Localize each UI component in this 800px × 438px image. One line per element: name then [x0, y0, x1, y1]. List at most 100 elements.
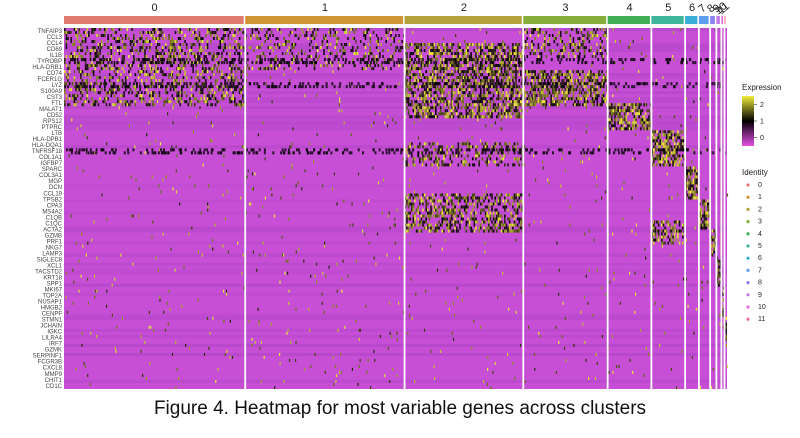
- heatmap-cell: [545, 103, 548, 107]
- heatmap-cell: [137, 76, 140, 80]
- heatmap-cell: [657, 136, 660, 140]
- heatmap-cell: [465, 103, 468, 107]
- heatmap-cell: [334, 31, 337, 35]
- heatmap-cell: [190, 88, 193, 92]
- heatmap-cell: [481, 49, 484, 53]
- heatmap-cell: [468, 112, 471, 116]
- heatmap-cell: [374, 112, 376, 116]
- heatmap-cell: [467, 196, 469, 200]
- heatmap-cell: [316, 28, 319, 32]
- heatmap-cell: [278, 64, 281, 68]
- heatmap-cell: [134, 103, 137, 107]
- heatmap-cell: [497, 64, 500, 68]
- heatmap-cell: [176, 52, 178, 56]
- heatmap-cell: [264, 40, 266, 44]
- heatmap-cell: [427, 202, 429, 206]
- heatmap-cell: [433, 148, 436, 152]
- heatmap-cell: [462, 55, 464, 59]
- heatmap-cell: [654, 154, 657, 158]
- heatmap-cell: [430, 115, 432, 119]
- heatmap-cell: [430, 94, 432, 98]
- heatmap-cell: [476, 199, 479, 203]
- heatmap-cell: [508, 85, 511, 89]
- heatmap-cell: [582, 37, 584, 41]
- heatmap-cell: [201, 49, 204, 53]
- heatmap-cell: [620, 115, 623, 119]
- heatmap-cell: [510, 70, 513, 74]
- heatmap-cell: [551, 91, 554, 95]
- heatmap-cell: [181, 67, 183, 71]
- heatmap-cell: [572, 103, 575, 107]
- heatmap-cell: [258, 214, 260, 218]
- heatmap-cell: [438, 88, 440, 92]
- heatmap-cell: [475, 100, 477, 104]
- heatmap-cell: [412, 223, 415, 227]
- heatmap-cell: [492, 94, 495, 98]
- heatmap-cell: [572, 97, 575, 101]
- heatmap-cell: [484, 211, 487, 215]
- heatmap-cell: [585, 76, 587, 80]
- heatmap-cell: [157, 67, 159, 71]
- heatmap-cell: [515, 109, 517, 113]
- heatmap-cell: [410, 202, 413, 206]
- heatmap-cell: [599, 28, 602, 32]
- heatmap-cell: [718, 274, 720, 278]
- heatmap-cell: [81, 232, 83, 236]
- heatmap-cell: [688, 292, 690, 296]
- heatmap-cell: [281, 235, 283, 239]
- heatmap-cell: [147, 40, 149, 44]
- heatmap-cell: [537, 43, 540, 47]
- heatmap-cell: [657, 232, 660, 236]
- heatmap-cell: [451, 91, 453, 95]
- heatmap-cell: [670, 136, 673, 140]
- heatmap-cell: [452, 214, 455, 218]
- heatmap-cell: [128, 64, 130, 68]
- heatmap-cell: [579, 76, 581, 80]
- heatmap-cell: [155, 55, 158, 59]
- heatmap-cell: [84, 31, 87, 35]
- heatmap-cell: [487, 88, 490, 92]
- heatmap-cell: [678, 160, 681, 164]
- heatmap-cell: [118, 106, 120, 110]
- heatmap-cell: [192, 67, 194, 71]
- heatmap-cell: [409, 94, 411, 98]
- heatmap-cell: [659, 136, 662, 140]
- heatmap-cell: [564, 316, 566, 320]
- heatmap-cell: [439, 199, 442, 203]
- heatmap-cell: [483, 115, 485, 119]
- heatmap-cell: [602, 55, 604, 59]
- heatmap-cell: [419, 220, 421, 224]
- heatmap-cell: [524, 31, 527, 35]
- heatmap-cell: [415, 79, 418, 83]
- heatmap-cell: [669, 142, 671, 146]
- heatmap-cell: [451, 193, 453, 197]
- heatmap-cell: [677, 154, 679, 158]
- heatmap-cell: [163, 100, 166, 104]
- heatmap-cell: [173, 103, 175, 107]
- heatmap-cell: [612, 106, 615, 110]
- heatmap-cell: [672, 160, 674, 164]
- heatmap-cell: [227, 94, 230, 98]
- heatmap-cell: [659, 343, 661, 347]
- heatmap-cell: [476, 61, 479, 65]
- heatmap-cell: [233, 46, 236, 50]
- heatmap-cell: [444, 97, 447, 101]
- heatmap-cell: [636, 109, 639, 113]
- heatmap-cell: [229, 85, 231, 89]
- heatmap-cell: [361, 229, 364, 233]
- heatmap-cell: [433, 91, 436, 95]
- heatmap-cell: [502, 64, 505, 68]
- heatmap-cell: [487, 106, 490, 110]
- heatmap-cell: [422, 157, 424, 161]
- heatmap-cell: [382, 49, 384, 53]
- heatmap-cell: [407, 88, 410, 92]
- heatmap-cell: [582, 88, 584, 92]
- heatmap-cell: [233, 79, 236, 83]
- heatmap-cell: [608, 130, 610, 134]
- heatmap-cell: [497, 196, 500, 200]
- heatmap-cell: [99, 70, 101, 74]
- heatmap-cell: [525, 91, 527, 95]
- heatmap-cell: [558, 79, 560, 83]
- heatmap-cell: [251, 67, 254, 71]
- heatmap-cell: [459, 88, 461, 92]
